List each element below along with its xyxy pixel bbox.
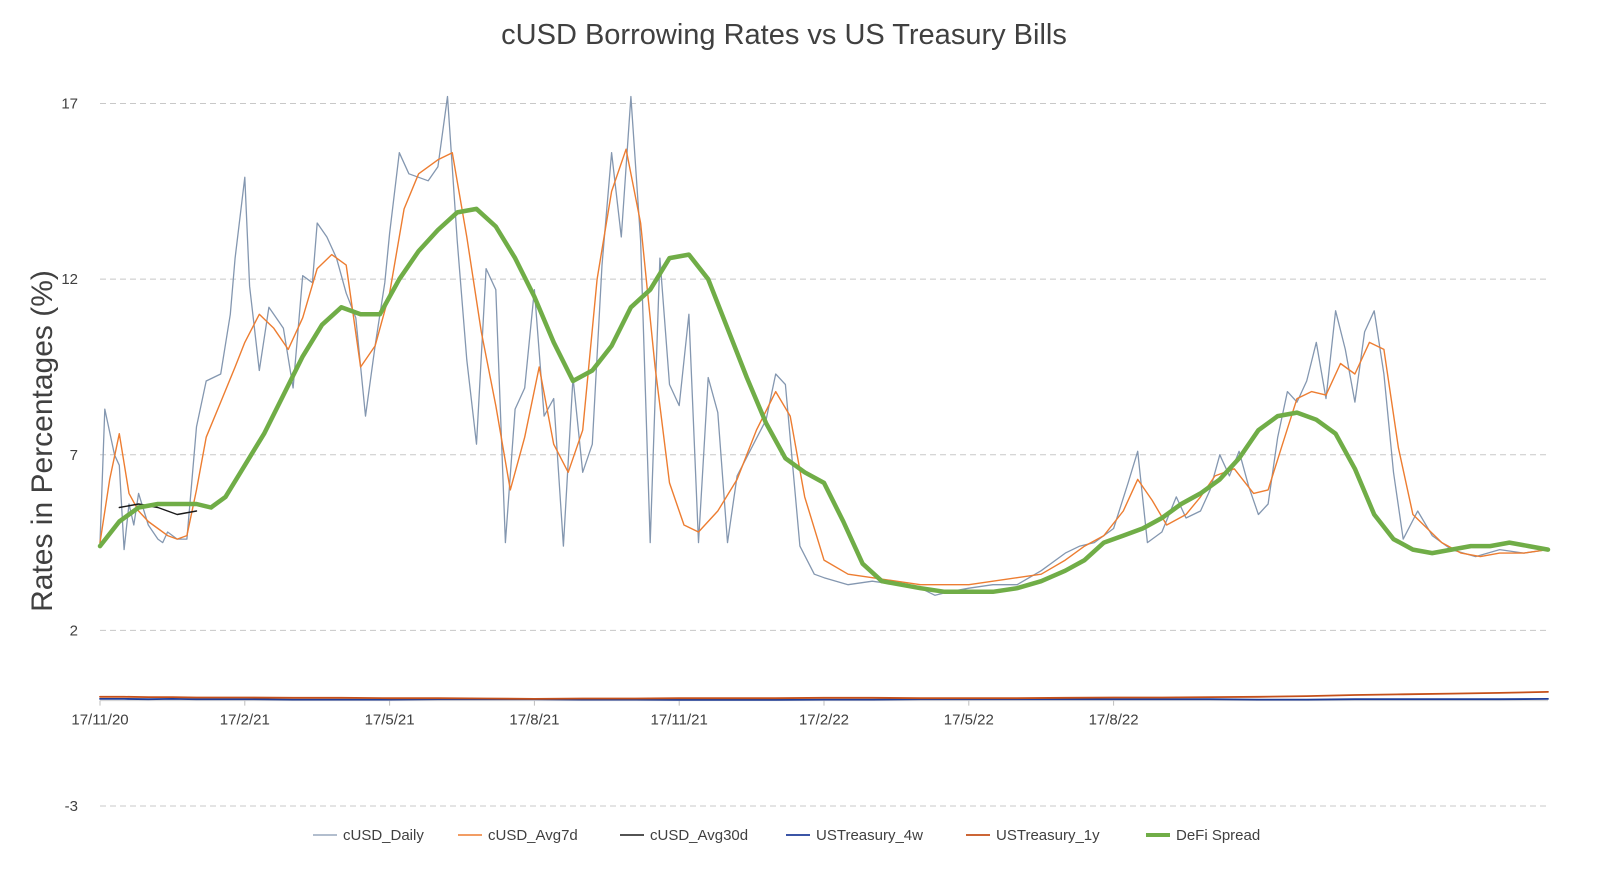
x-axis-ticks: 17/11/20 17/2/21 17/5/21 17/8/21 17/11/21 17/… xyxy=(71,700,1139,729)
series-line-cusd-daily xyxy=(99,95,1549,596)
series-line-defi-spread xyxy=(97,206,1551,595)
x-tick-label: 17/11/20 xyxy=(71,712,128,729)
legend-label: USTreasury_1y xyxy=(996,827,1100,844)
legend-label: DeFi Spread xyxy=(1176,827,1260,844)
x-tick-label: 17/2/22 xyxy=(799,712,849,729)
x-tick-label: 17/8/21 xyxy=(509,712,559,729)
x-tick-label: 17/11/21 xyxy=(651,712,708,729)
x-tick-label: 17/2/21 xyxy=(220,712,270,729)
x-tick-label: 17/5/21 xyxy=(365,712,415,729)
legend-label: USTreasury_4w xyxy=(816,827,923,844)
y-tick-label: 7 xyxy=(70,447,78,464)
x-tick-label: 17/5/22 xyxy=(944,712,994,729)
series-line-ustreasury-1y xyxy=(99,691,1549,700)
y-tick-label: -3 xyxy=(65,798,78,815)
y-axis-label: Rates in Percentages (%) xyxy=(26,270,59,612)
legend-label: cUSD_Avg30d xyxy=(650,827,748,844)
legend-label: cUSD_Avg7d xyxy=(488,827,578,844)
series-line-cusd-avg30d xyxy=(118,503,198,516)
y-tick-label: 17 xyxy=(61,96,78,113)
y-tick-label: 2 xyxy=(70,622,78,639)
x-tick-label: 17/8/22 xyxy=(1089,712,1139,729)
series-line-ustreasury-4w xyxy=(99,698,1549,701)
y-axis-ticks: -3 2 7 12 17 xyxy=(61,96,78,815)
legend: cUSD_Daily cUSD_Avg7d cUSD_Avg30d USTreasur… xyxy=(313,827,1260,844)
series-line-cusd-avg7d xyxy=(99,148,1549,586)
series-lines xyxy=(97,95,1551,701)
chart-title: cUSD Borrowing Rates vs US Treasury Bill… xyxy=(501,19,1067,51)
legend-label: cUSD_Daily xyxy=(343,827,424,844)
y-tick-label: 12 xyxy=(61,271,78,288)
